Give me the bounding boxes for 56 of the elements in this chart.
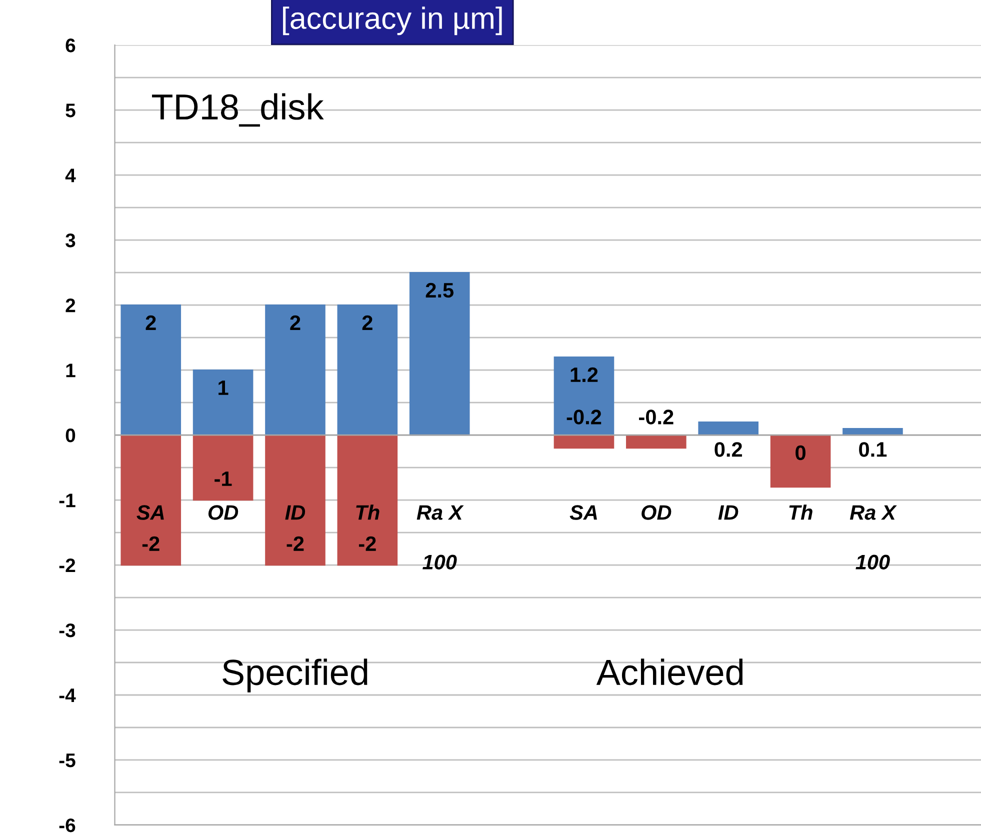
annotation: TD18_disk [152, 93, 324, 127]
bar [554, 356, 614, 436]
data-label: -1 [214, 472, 232, 486]
bar [120, 434, 182, 566]
y-tick-label: 1 [66, 364, 76, 378]
bar [265, 434, 326, 566]
category-label: Ra X 100 [416, 505, 464, 570]
y-tick-label: 2 [66, 298, 76, 312]
y-tick-label: 5 [66, 104, 76, 118]
bar [554, 434, 614, 449]
bar [626, 434, 686, 449]
y-tick-label: 3 [66, 234, 76, 248]
x-tick-label: Th [356, 504, 380, 520]
bar [192, 434, 254, 501]
chart-title: [accuracy in µm] [283, 6, 502, 36]
bar [698, 421, 759, 436]
category-label: Ra X 100 [850, 505, 897, 570]
y-tick-label: -1 [59, 494, 76, 508]
bar [337, 434, 398, 566]
bar [192, 369, 254, 436]
annotation: Specified [222, 658, 368, 692]
y-tick-label: -2 [59, 558, 76, 572]
x-tick-label: Th [789, 504, 812, 520]
x-tick-label: OD [208, 505, 238, 520]
y-tick-label: -4 [59, 688, 76, 702]
data-label: 2 [362, 315, 372, 330]
data-label: -2 [142, 536, 160, 551]
data-label: 0 [796, 445, 806, 460]
y-tick-label: -5 [59, 754, 76, 768]
bar [409, 272, 470, 436]
data-label: -0.2 [566, 410, 602, 424]
data-label: 1 [218, 380, 228, 395]
bar [337, 304, 398, 436]
y-tick-label: 4 [65, 168, 76, 182]
data-label: 0.1 [859, 442, 887, 457]
data-label: 0.2 [714, 442, 742, 457]
bar [265, 304, 326, 436]
data-label: -2 [358, 536, 376, 551]
y-tick-label: -6 [59, 818, 76, 832]
y-tick-label: -3 [59, 623, 76, 638]
data-label: 2 [290, 315, 300, 330]
y-tick-label: 0 [66, 428, 76, 442]
y-tick-label: 6 [66, 38, 76, 52]
x-tick-label: ID [285, 505, 306, 520]
x-tick-label: OD [642, 505, 672, 520]
x-tick-label: SA [570, 505, 597, 520]
data-label: 1.2 [570, 367, 598, 382]
data-label: -0.2 [639, 410, 674, 424]
data-label: 2 [146, 315, 156, 330]
bar [770, 434, 831, 488]
data-label: 2.5 [426, 282, 454, 298]
x-tick-label: SA [136, 505, 164, 520]
data-label: -2 [286, 536, 304, 551]
x-tick-label: ID [718, 505, 738, 520]
bar [120, 304, 182, 436]
annotation: Achieved [596, 658, 743, 686]
